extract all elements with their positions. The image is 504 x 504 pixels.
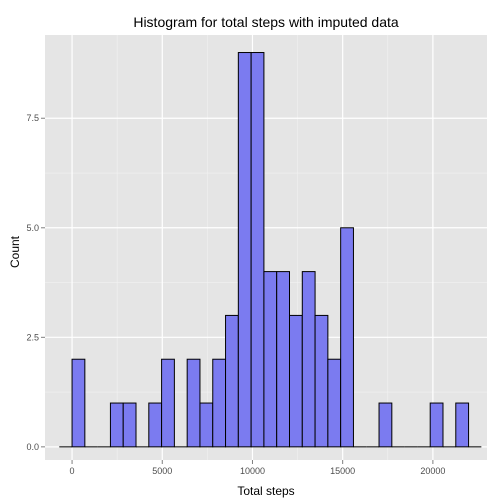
y-tick-label: 2.5	[26, 332, 39, 342]
histogram-bar	[199, 402, 214, 448]
histogram-bar	[301, 271, 316, 448]
histogram-bars	[59, 52, 482, 448]
y-axis: 0.0 2.5 5.0 7.5	[26, 113, 45, 452]
x-tick-label: 0	[70, 466, 75, 476]
x-axis: 0 5000 10000 15000 20000	[70, 460, 445, 476]
histogram-bar	[455, 402, 470, 448]
histogram-bar	[237, 52, 252, 448]
histogram-bar	[378, 402, 393, 448]
x-tick-label: 10000	[240, 466, 265, 476]
histogram-bar	[340, 227, 354, 448]
y-tick-label: 7.5	[26, 113, 39, 123]
histogram-bar	[263, 271, 278, 448]
histogram-bar	[186, 358, 201, 448]
histogram-bar	[161, 358, 175, 448]
histogram-bar	[276, 271, 290, 448]
x-tick-label: 15000	[330, 466, 355, 476]
histogram-bar	[429, 402, 444, 448]
histogram-bar	[327, 358, 342, 448]
histogram-bar	[288, 314, 303, 448]
y-axis-title: Count	[8, 235, 22, 268]
histogram-bar	[148, 402, 163, 448]
x-axis-title: Total steps	[237, 484, 294, 498]
x-tick-label: 20000	[420, 466, 445, 476]
histogram-bar	[314, 314, 329, 448]
chart-title: Histogram for total steps with imputed d…	[133, 14, 399, 30]
y-tick-label: 0.0	[26, 442, 39, 452]
x-tick-label: 5000	[152, 466, 172, 476]
histogram-bar	[250, 52, 265, 448]
histogram-bar	[109, 402, 124, 448]
histogram-bar	[212, 358, 227, 448]
y-tick-label: 5.0	[26, 223, 39, 233]
histogram-bar	[71, 358, 86, 448]
histogram-bar	[122, 402, 137, 448]
histogram-bar	[225, 314, 239, 448]
